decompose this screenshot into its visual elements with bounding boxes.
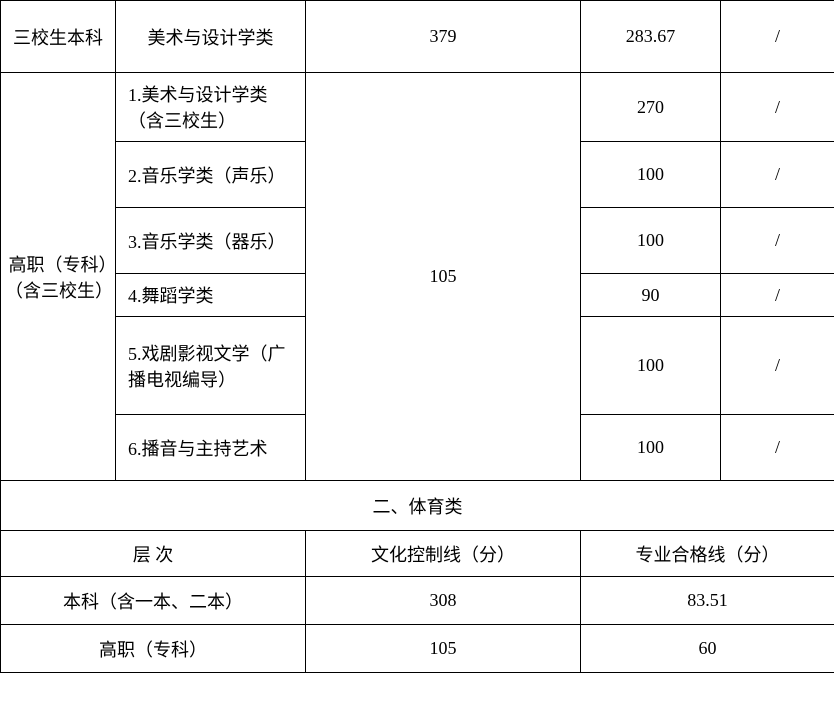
cell-slash: / bbox=[721, 274, 834, 317]
cell-culture-score: 105 bbox=[306, 73, 581, 481]
cell-culture-score: 308 bbox=[306, 577, 581, 625]
cell-pro-score: 100 bbox=[581, 142, 721, 208]
table-row: 高职（专科）（含三校生） 1.美术与设计学类（含三校生） 105 270 / bbox=[1, 73, 834, 142]
cell-level: 三校生本科 bbox=[1, 1, 116, 73]
cell-culture-score: 105 bbox=[306, 625, 581, 673]
header-pro: 专业合格线（分） bbox=[581, 531, 834, 577]
section-title: 二、体育类 bbox=[1, 481, 834, 531]
table-row: 三校生本科 美术与设计学类 379 283.67 / bbox=[1, 1, 834, 73]
section-header-row: 二、体育类 bbox=[1, 481, 834, 531]
cell-pro-score: 100 bbox=[581, 317, 721, 415]
cell-category: 4.舞蹈学类 bbox=[116, 274, 306, 317]
data-table: 三校生本科 美术与设计学类 379 283.67 / 高职（专科）（含三校生） … bbox=[0, 0, 834, 673]
cell-slash: / bbox=[721, 415, 834, 481]
header-culture: 文化控制线（分） bbox=[306, 531, 581, 577]
cell-category: 2.音乐学类（声乐） bbox=[116, 142, 306, 208]
cell-culture-score: 379 bbox=[306, 1, 581, 73]
cell-pro-score: 100 bbox=[581, 415, 721, 481]
cell-slash: / bbox=[721, 73, 834, 142]
cell-pro-score: 100 bbox=[581, 208, 721, 274]
cell-pro-score: 90 bbox=[581, 274, 721, 317]
cell-slash: / bbox=[721, 317, 834, 415]
cell-level-group: 高职（专科）（含三校生） bbox=[1, 73, 116, 481]
cell-pro-score: 283.67 bbox=[581, 1, 721, 73]
cell-category: 美术与设计学类 bbox=[116, 1, 306, 73]
cell-category: 3.音乐学类（器乐） bbox=[116, 208, 306, 274]
table-row: 高职（专科） 105 60 bbox=[1, 625, 834, 673]
cell-slash: / bbox=[721, 142, 834, 208]
cell-pro-score: 270 bbox=[581, 73, 721, 142]
cell-slash: / bbox=[721, 208, 834, 274]
table-row: 本科（含一本、二本） 308 83.51 bbox=[1, 577, 834, 625]
cell-level: 高职（专科） bbox=[1, 625, 306, 673]
cell-pro-score: 60 bbox=[581, 625, 834, 673]
subheader-row: 层 次 文化控制线（分） 专业合格线（分） bbox=[1, 531, 834, 577]
cell-pro-score: 83.51 bbox=[581, 577, 834, 625]
cell-category: 5.戏剧影视文学（广播电视编导） bbox=[116, 317, 306, 415]
cell-category: 6.播音与主持艺术 bbox=[116, 415, 306, 481]
cell-category: 1.美术与设计学类（含三校生） bbox=[116, 73, 306, 142]
cell-level: 本科（含一本、二本） bbox=[1, 577, 306, 625]
cell-slash: / bbox=[721, 1, 834, 73]
header-level: 层 次 bbox=[1, 531, 306, 577]
